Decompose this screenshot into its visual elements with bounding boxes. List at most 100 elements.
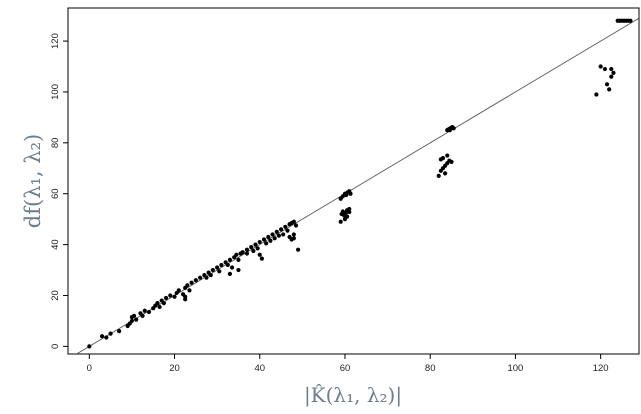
data-point [283, 225, 287, 229]
data-point [226, 263, 230, 267]
data-point [270, 232, 274, 236]
data-point [219, 263, 223, 267]
data-point [609, 75, 613, 79]
y-tick-label: 80 [50, 138, 61, 149]
data-point [228, 258, 232, 262]
data-point [258, 240, 262, 244]
data-point [294, 223, 298, 227]
data-point [347, 207, 351, 211]
data-point [234, 253, 238, 257]
data-point [296, 248, 300, 252]
x-tick-label: 80 [425, 363, 436, 374]
y-tick-label: 100 [50, 84, 61, 100]
data-point [603, 67, 607, 71]
data-point [228, 272, 232, 276]
data-point [132, 314, 136, 318]
y-tick-label: 20 [50, 290, 61, 301]
data-point [262, 237, 266, 241]
data-point [266, 235, 270, 239]
data-point [194, 278, 198, 282]
x-axis: 0 20 40 60 80 100 120 [87, 354, 609, 374]
data-point [241, 250, 245, 254]
data-point [264, 241, 268, 245]
data-point [100, 334, 104, 338]
data-point [292, 236, 296, 240]
data-point [162, 301, 166, 305]
data-point [445, 153, 449, 157]
x-tick-label: 40 [254, 363, 265, 374]
data-point [109, 332, 113, 336]
data-point [268, 239, 272, 243]
data-point [158, 305, 162, 309]
data-point [183, 295, 187, 299]
data-point [236, 258, 240, 262]
data-point [134, 318, 138, 322]
x-tick-label: 100 [507, 363, 523, 374]
data-point [292, 232, 296, 236]
data-point [273, 236, 277, 240]
data-point [605, 82, 609, 86]
data-point [345, 215, 349, 219]
data-point [594, 92, 598, 96]
data-point [168, 293, 172, 297]
data-point [185, 283, 189, 287]
data-point [140, 314, 144, 318]
x-tick-label: 120 [593, 363, 609, 374]
data-point [249, 245, 253, 249]
y-tick-label: 0 [50, 344, 61, 349]
x-tick-label: 0 [87, 363, 92, 374]
data-point [164, 296, 168, 300]
x-tick-label: 60 [340, 363, 351, 374]
data-point [448, 128, 452, 132]
data-point [245, 248, 249, 252]
data-point [292, 220, 296, 224]
data-point [279, 227, 283, 231]
y-tick-label: 60 [50, 188, 61, 199]
data-point [260, 256, 264, 260]
data-point [277, 234, 281, 238]
data-point [611, 71, 615, 75]
data-point [628, 19, 632, 23]
data-point [198, 276, 202, 280]
data-point [217, 269, 221, 273]
data-point [177, 288, 181, 292]
data-point [256, 246, 260, 250]
data-point [143, 309, 147, 313]
y-axis-label: df(λ₁, λ₂) [21, 134, 45, 228]
data-point [209, 273, 213, 277]
data-point [230, 265, 234, 269]
data-point [187, 288, 191, 292]
data-point [117, 329, 121, 333]
y-tick-label: 120 [50, 33, 61, 49]
data-point [236, 268, 240, 272]
data-point [155, 301, 159, 305]
data-point [104, 335, 108, 339]
data-point [443, 171, 447, 175]
data-point [258, 253, 262, 257]
data-point [348, 192, 352, 196]
data-point [204, 276, 208, 280]
y-axis: 0 20 40 60 80 100 120 [50, 33, 68, 349]
x-tick-label: 20 [169, 363, 180, 374]
data-point [215, 265, 219, 269]
data-point [189, 281, 193, 285]
plot-frame [68, 8, 639, 354]
data-point [339, 220, 343, 224]
data-point [87, 344, 91, 348]
data-point [599, 64, 603, 68]
data-point [437, 174, 441, 178]
data-point [251, 249, 255, 253]
data-point [172, 295, 176, 299]
data-point [607, 87, 611, 91]
data-point [130, 319, 134, 323]
data-point [147, 310, 151, 314]
data-point [285, 229, 289, 233]
data-point [452, 126, 456, 130]
data-point [449, 160, 453, 164]
data-point [439, 157, 443, 161]
data-point [253, 243, 257, 247]
data-point [245, 251, 249, 255]
data-point [281, 232, 285, 236]
data-point [609, 67, 613, 71]
